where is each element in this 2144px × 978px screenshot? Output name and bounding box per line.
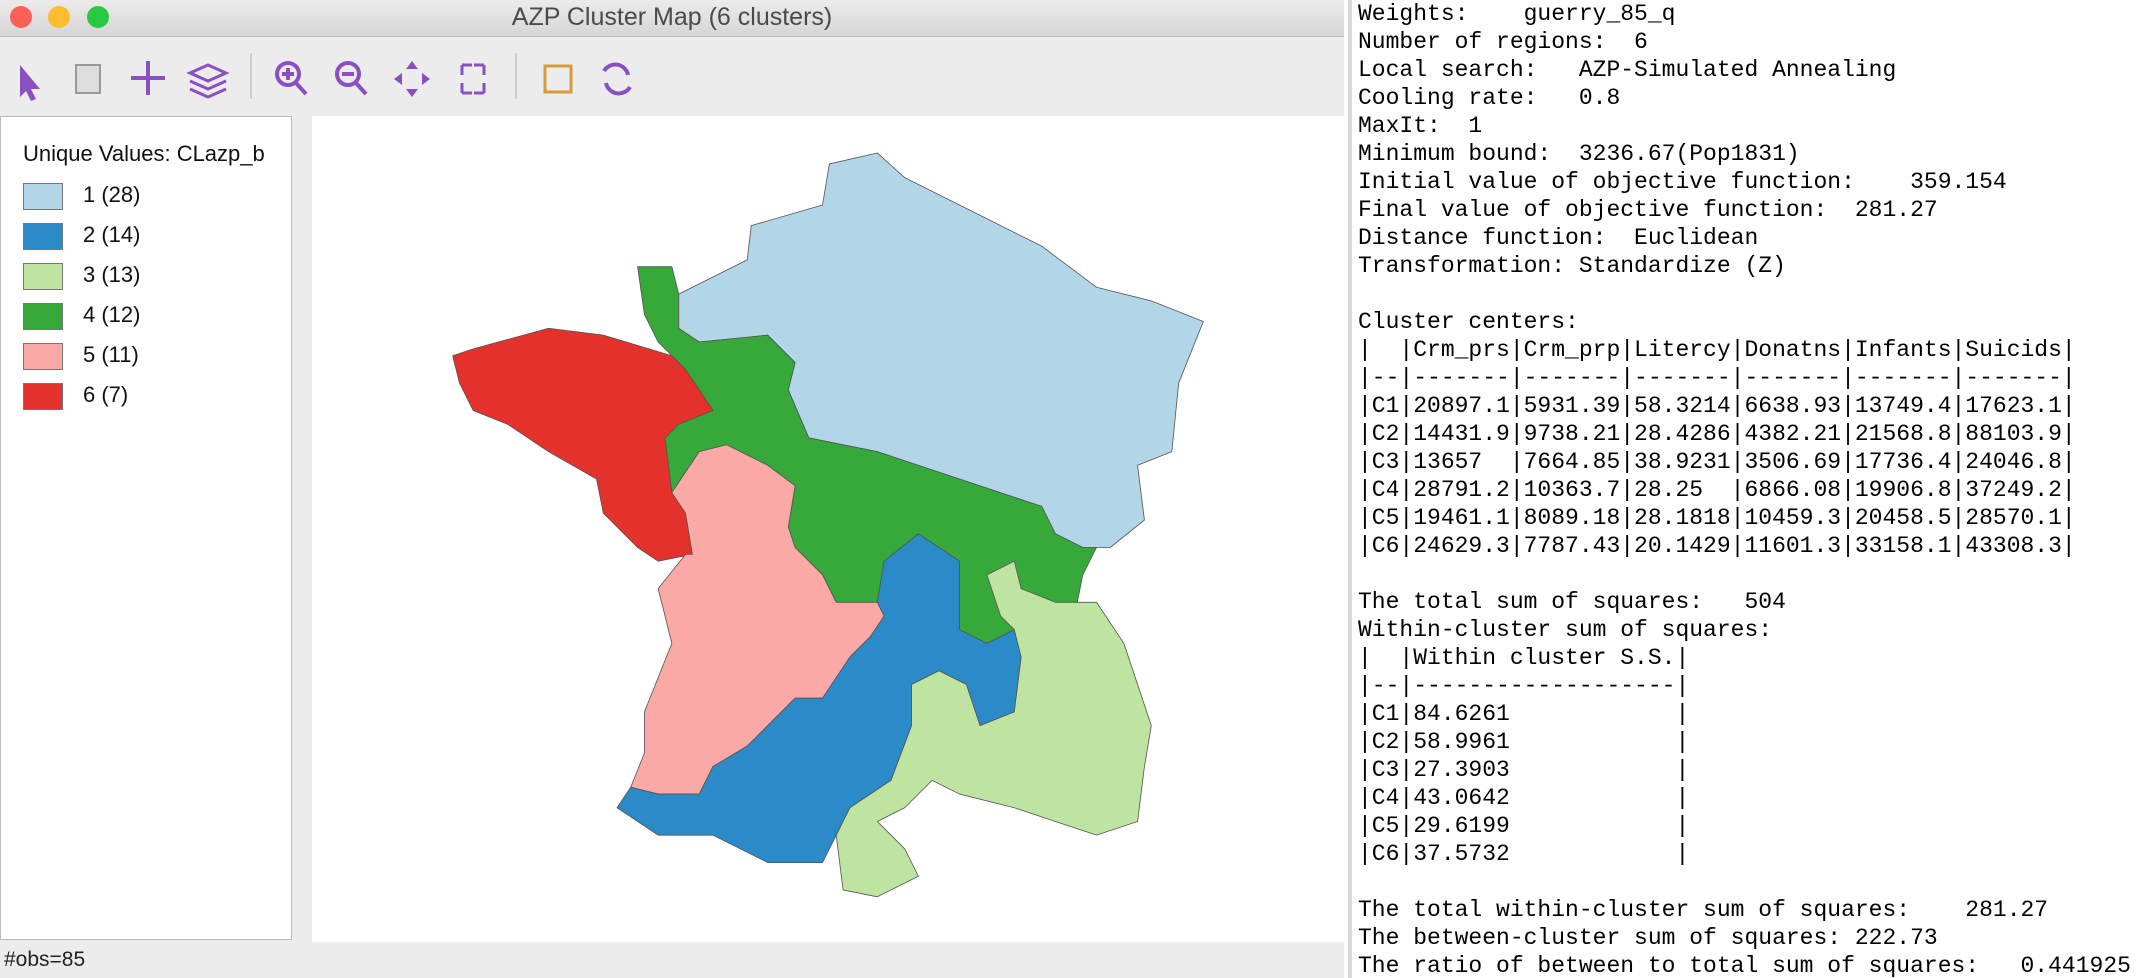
legend-swatch xyxy=(23,183,63,210)
full-extent-tool[interactable] xyxy=(460,63,486,95)
report-line: The ratio of between to total sum of squ… xyxy=(1358,953,2131,978)
report-line: |C3|13657 |7664.85|38.9231|3506.69|17736… xyxy=(1358,449,2076,475)
legend-swatch xyxy=(23,263,63,290)
window-title: AZP Cluster Map (6 clusters) xyxy=(511,3,833,31)
select-tool[interactable] xyxy=(20,65,40,101)
legend-label: 6 (7) xyxy=(83,382,129,407)
legend-panel: Unique Values: CLazp_b 1 (28) 2 (14) 3 (13… xyxy=(0,116,292,940)
report-line: Within-cluster sum of squares: xyxy=(1358,617,1773,643)
legend-swatch xyxy=(23,223,63,250)
report-line: |C3|27.3903 | xyxy=(1358,757,1690,783)
report-line: Local search: AZP-Simulated Annealing xyxy=(1358,57,1897,83)
legend-swatch xyxy=(23,383,63,410)
cluster-map xyxy=(312,116,1344,942)
report-block: Cluster centers: | |Crm_prs|Crm_prp|Liter… xyxy=(1358,308,2144,560)
toolbar xyxy=(20,53,632,101)
zoom-out-tool[interactable] xyxy=(335,61,368,96)
report-line: |C1|20897.1|5931.39|58.3214|6638.93|1374… xyxy=(1358,393,2076,419)
report-block: The total within-cluster sum of squares:… xyxy=(1358,896,2144,978)
legend-label: 5 (11) xyxy=(83,342,139,367)
select-shape-tool[interactable] xyxy=(75,64,101,94)
report-line: Cluster centers: xyxy=(1358,309,1579,335)
zoom-button[interactable] xyxy=(87,6,109,28)
report-line: | |Within cluster S.S.| xyxy=(1358,645,1690,671)
legend-label: 1 (28) xyxy=(83,182,141,207)
report-line: Minimum bound: 3236.67(Pop1831) xyxy=(1358,141,1800,167)
report-line: | |Crm_prs|Crm_prp|Litercy|Donatns|Infan… xyxy=(1358,337,2076,363)
report-line: |C2|58.9961 | xyxy=(1358,729,1690,755)
report-line: |C4|28791.2|10363.7|28.25 |6866.08|19906… xyxy=(1358,477,2076,503)
map-window: AZP Cluster Map (6 clusters) Unique Valu… xyxy=(0,0,1344,978)
minimize-button[interactable] xyxy=(48,6,70,28)
legend-label: 3 (13) xyxy=(83,262,141,287)
legend-swatch xyxy=(23,343,63,370)
refresh-tool[interactable] xyxy=(602,62,632,96)
report-line: |C2|14431.9|9738.21|28.4286|4382.21|2156… xyxy=(1358,421,2076,447)
legend-swatch xyxy=(23,303,63,330)
cluster-region xyxy=(616,533,1022,863)
report-line: Transformation: Standardize (Z) xyxy=(1358,253,1786,279)
report-line: |--|-------|-------|-------|-------|----… xyxy=(1358,365,2076,391)
report-line: |C6|37.5732 | xyxy=(1358,841,1690,867)
report-line: Distance function: Euclidean xyxy=(1358,225,1759,251)
title-bar: AZP Cluster Map (6 clusters) xyxy=(0,0,1344,37)
report-line: |C1|84.6261 | xyxy=(1358,701,1690,727)
layers-tool[interactable] xyxy=(186,63,230,99)
pan-tool[interactable] xyxy=(394,61,430,97)
add-tool[interactable] xyxy=(131,61,165,95)
report-line: Cooling rate: 0.8 xyxy=(1358,85,1621,111)
report-block: Weights: guerry_85_q Number of regions: 6… xyxy=(1358,0,2144,280)
report-line: The total sum of squares: 504 xyxy=(1358,589,1786,615)
report-line: The between-cluster sum of squares: 222.… xyxy=(1358,925,1938,951)
report-panel: Weights: guerry_85_q Number of regions: 6… xyxy=(1348,0,2144,978)
legend-title: Unique Values: CLazp_b xyxy=(23,141,265,166)
report-line: |C5|29.6199 | xyxy=(1358,813,1690,839)
selection-tool[interactable] xyxy=(543,64,573,94)
report-line: Number of regions: 6 xyxy=(1358,29,1648,55)
legend-label: 4 (12) xyxy=(83,302,141,327)
report-line: Final value of objective function: 281.2… xyxy=(1358,197,1938,223)
report-line: |C4|43.0642 | xyxy=(1358,785,1690,811)
report-line: |C5|19461.1|8089.18|28.1818|10459.3|2045… xyxy=(1358,505,2076,531)
report-block: The total sum of squares: 504 Within-clus… xyxy=(1358,588,2144,868)
report-line: |C6|24629.3|7787.43|20.1429|11601.3|3315… xyxy=(1358,533,2076,559)
report-line: MaxIt: 1 xyxy=(1358,113,1483,139)
report-line: Weights: guerry_85_q xyxy=(1358,1,1676,27)
status-bar: #obs=85 xyxy=(4,948,86,971)
report-line: Initial value of objective function: 359… xyxy=(1358,169,2007,195)
close-button[interactable] xyxy=(10,6,32,28)
zoom-in-tool[interactable] xyxy=(275,61,308,96)
legend-label: 2 (14) xyxy=(83,222,141,247)
report-line: |--|-------------------| xyxy=(1358,673,1690,699)
report-line: The total within-cluster sum of squares:… xyxy=(1358,897,2049,923)
cluster-region xyxy=(835,560,1152,898)
